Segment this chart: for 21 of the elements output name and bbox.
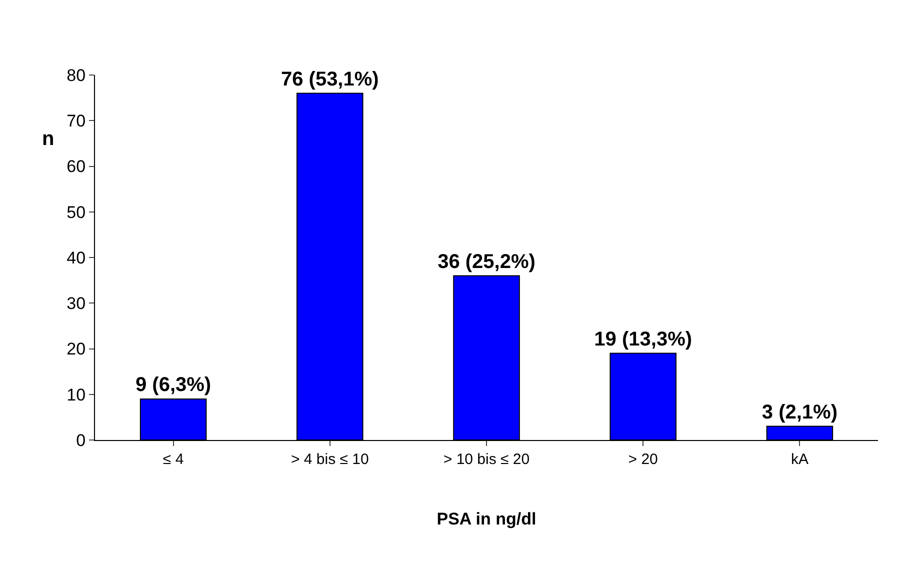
x-tick-label: kA xyxy=(790,451,808,468)
y-axis-title: n xyxy=(42,128,54,150)
y-tick-label: 0 xyxy=(76,430,86,450)
y-tick-label: 80 xyxy=(66,66,86,85)
x-tick-label: ≤ 4 xyxy=(162,451,184,468)
data-label: 3 (2,1%) xyxy=(762,401,838,424)
x-tick-label: > 10 bis ≤ 20 xyxy=(443,451,530,468)
y-tick-label: 50 xyxy=(66,202,86,222)
data-label: 36 (25,2%) xyxy=(438,250,536,273)
x-axis-title: PSA in ng/dl xyxy=(436,509,536,528)
data-label: 76 (53,1%) xyxy=(280,68,379,90)
data-label: 9 (6,3%) xyxy=(136,374,212,396)
y-tick-label: 10 xyxy=(66,385,86,404)
y-tick-label: 70 xyxy=(66,112,86,131)
y-tick-label: 60 xyxy=(66,157,86,176)
data-label: 19 (13,3%) xyxy=(594,328,692,350)
y-tick-label: 30 xyxy=(66,294,86,314)
x-tick-label: > 4 bis ≤ 10 xyxy=(290,451,369,468)
y-tick-label: 20 xyxy=(66,340,86,359)
y-tick-label: 40 xyxy=(66,248,86,268)
x-tick-label: > 20 xyxy=(628,451,658,468)
